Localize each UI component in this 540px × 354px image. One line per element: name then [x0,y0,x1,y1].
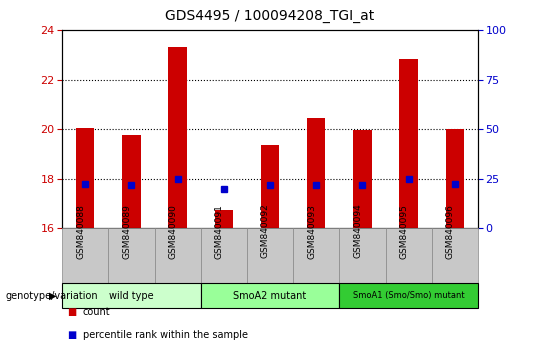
Text: genotype/variation: genotype/variation [5,291,98,301]
Text: GSM840088: GSM840088 [76,204,85,258]
Text: GDS4495 / 100094208_TGI_at: GDS4495 / 100094208_TGI_at [165,9,375,23]
Bar [339,228,386,283]
Bar [122,135,140,228]
Bar [353,130,372,228]
Bar [62,283,201,308]
Text: GSM840093: GSM840093 [307,204,316,258]
Bar [446,129,464,228]
Bar [76,128,94,228]
Text: GSM840091: GSM840091 [215,204,224,258]
Bar [247,228,293,283]
Text: GSM840092: GSM840092 [261,204,270,258]
Bar [386,228,431,283]
Text: count: count [83,307,110,316]
Bar [109,228,154,283]
Bar [307,118,326,228]
Bar [168,47,187,228]
Text: GSM840094: GSM840094 [353,204,362,258]
Bar [201,283,339,308]
Bar [214,210,233,228]
Bar [62,228,109,283]
Text: ▶: ▶ [49,291,57,301]
Text: GSM840095: GSM840095 [400,204,409,258]
Bar [201,228,247,283]
Text: GSM840096: GSM840096 [446,204,455,258]
Text: ■: ■ [68,330,77,339]
Text: wild type: wild type [109,291,154,301]
Bar [400,58,418,228]
Text: GSM840090: GSM840090 [168,204,178,258]
Text: GSM840089: GSM840089 [123,204,131,258]
Bar [339,283,478,308]
Bar [154,228,201,283]
Text: ■: ■ [68,307,77,316]
Bar [293,228,339,283]
Text: SmoA2 mutant: SmoA2 mutant [233,291,307,301]
Text: SmoA1 (Smo/Smo) mutant: SmoA1 (Smo/Smo) mutant [353,291,464,300]
Bar [261,145,279,228]
Text: percentile rank within the sample: percentile rank within the sample [83,330,248,339]
Bar [431,228,478,283]
